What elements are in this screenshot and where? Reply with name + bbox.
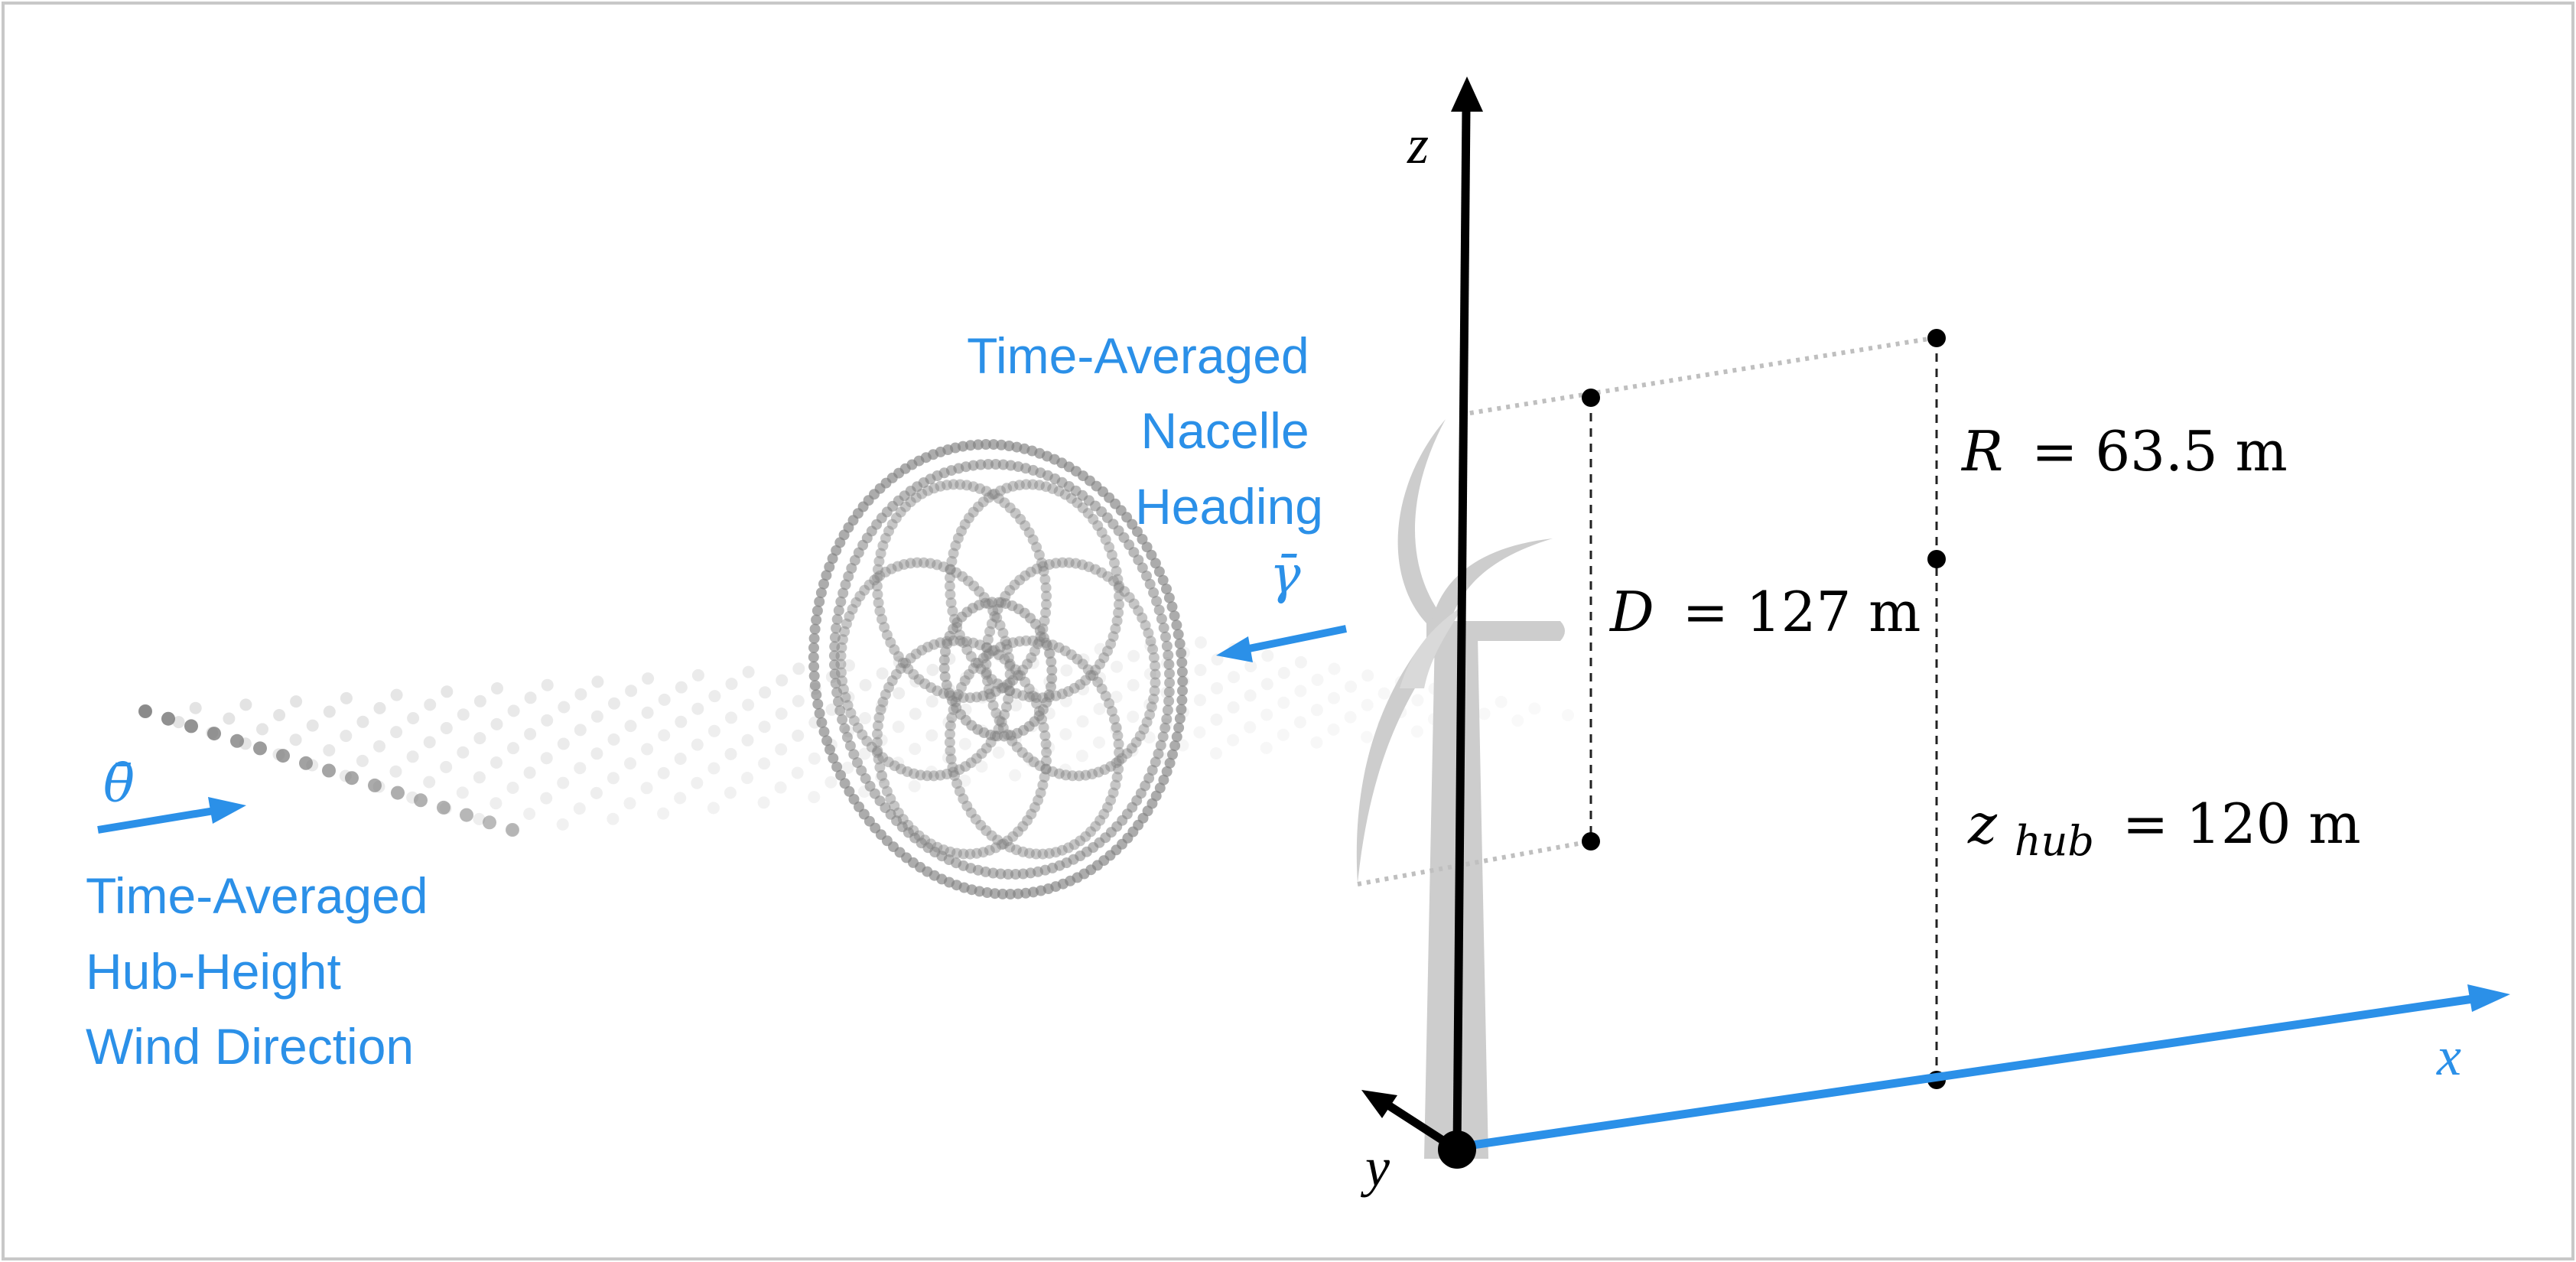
hub-height-symbol: z: [1967, 792, 1998, 856]
z-axis-arrowhead: [1451, 76, 1483, 112]
hub-height-point: [1927, 550, 1946, 568]
z-axis: [1452, 108, 1471, 1150]
hub-height-value: = 120 m: [2122, 792, 2361, 856]
nacelle-heading-line-1: Time-Averaged: [967, 327, 1309, 384]
diameter-symbol: D: [1608, 580, 1654, 644]
rotor-top-guide: [1460, 336, 1934, 417]
nacelle-heading-line-3: Heading: [1135, 478, 1323, 535]
diameter-label: D = 127 m: [1608, 580, 1921, 644]
nacelle-heading-arrow: [1244, 625, 1348, 653]
diameter-value: = 127 m: [1683, 580, 1921, 644]
wind-direction-line-1: Time-Averaged: [86, 867, 428, 924]
radius-label: R = 63.5 m: [1960, 419, 2288, 483]
x-axis-arrowhead: [2467, 984, 2510, 1012]
hub-height-subscript: hub: [2015, 817, 2094, 865]
y-axis-label: y: [1360, 1137, 1390, 1198]
z-axis-label: z: [1407, 114, 1429, 175]
rotor-bottom-guide: [1357, 839, 1592, 886]
turbine-blade-back: [1400, 604, 1465, 688]
x-axis-label: x: [2436, 1026, 2461, 1087]
y-axis-arrowhead: [1361, 1090, 1397, 1118]
wind-direction-arrowhead: [208, 797, 246, 824]
turbine-blade-upper: [1397, 419, 1446, 626]
wind-direction-line-2: Hub-Height: [86, 943, 341, 1000]
diameter-top-point: [1582, 389, 1600, 407]
x-axis: [1456, 994, 2479, 1152]
rotor-ring-particles: [808, 439, 1189, 899]
nacelle-heading-symbol: γ̄: [1270, 545, 1301, 606]
origin-point: [1438, 1130, 1476, 1169]
diameter-bottom-point: [1582, 832, 1600, 851]
turbine-blade-lower: [1356, 635, 1444, 883]
nacelle-heading-line-2: Nacelle: [1141, 402, 1309, 459]
wind-direction-arrow: [97, 807, 215, 834]
nacelle-heading-label: Time-Averaged Nacelle Heading: [967, 327, 1323, 535]
wind-direction-label: Time-Averaged Hub-Height Wind Direction: [86, 867, 442, 1075]
radius-value: = 63.5 m: [2031, 419, 2288, 483]
wind-direction-line-3: Wind Direction: [86, 1018, 414, 1075]
hub-height-label: z hub = 120 m: [1967, 792, 2361, 868]
nacelle-heading-arrowhead: [1216, 636, 1253, 662]
wind-direction-symbol: θ̄: [103, 754, 135, 815]
radius-top-point: [1927, 329, 1946, 347]
radius-symbol: R: [1960, 419, 2003, 483]
